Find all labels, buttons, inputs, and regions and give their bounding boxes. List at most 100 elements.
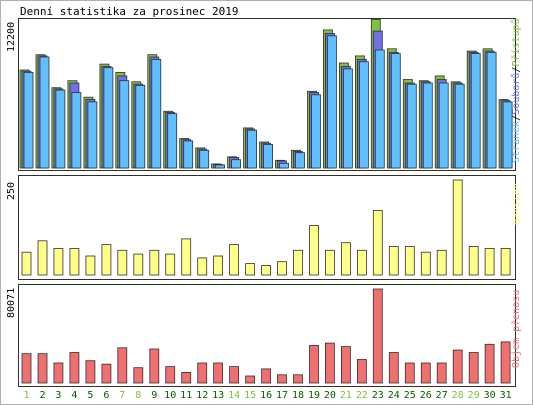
legend-hits: Přístupů [510,18,522,66]
bar-visits [484,247,495,276]
bar-kbytes [197,362,208,384]
bar-visits [21,251,32,276]
x-tick-label: 6 [103,390,109,401]
x-tick-label: 31 [500,390,512,401]
x-tick-label: 20 [324,390,336,401]
bar-visits [85,255,96,276]
bar-visits [165,253,176,276]
x-tick-label: 1 [23,390,29,401]
bar-kbytes [261,368,272,384]
bar-pages [135,85,146,169]
bar-pages [199,149,210,169]
bar-visits [436,249,447,276]
x-tick-label: 23 [372,390,384,401]
panel-frame-visits [18,175,516,280]
bar-kbytes [165,366,176,384]
bar-pages [23,72,34,169]
y-max-label-hits: 12200 [6,22,17,52]
chart-title: Denní statistika za prosinec 2019 [20,5,239,18]
bar-pages [151,59,162,169]
bar-pages [215,164,226,169]
x-tick-label: 13 [212,390,224,401]
bar-pages [55,89,66,169]
panel-frame-hits [18,18,516,171]
x-tick-label: 15 [244,390,256,401]
bar-pages [87,101,98,169]
bar-pages [247,129,258,169]
bar-kbytes [229,366,240,384]
x-tick-label: 2 [39,390,45,401]
bar-pages [390,53,401,169]
bar-pages [454,83,465,169]
bar-pages [231,159,242,169]
bar-pages [486,51,497,169]
bar-pages [438,82,449,169]
bar-visits [133,253,144,276]
bar-visits [229,244,240,276]
bar-kbytes [117,347,128,384]
bar-visits [213,255,224,276]
bar-kbytes [468,352,479,384]
bar-pages [422,82,433,169]
x-tick-label: 17 [276,390,288,401]
x-tick-label: 7 [119,390,125,401]
y-max-label-kbytes: 80071 [6,288,17,318]
bar-kbytes [69,352,80,384]
bar-visits [372,209,383,276]
bar-visits [101,244,112,276]
bar-visits [500,247,511,276]
bar-visits [324,249,335,276]
bar-visits [69,247,80,276]
panel-frame-kbytes [18,284,516,387]
x-tick-label: 5 [87,390,93,401]
bar-visits [117,249,128,276]
bar-pages [279,162,289,169]
x-tick-label: 27 [436,390,448,401]
bar-kbytes [133,367,144,384]
bar-visits [356,249,367,276]
x-tick-label: 16 [260,390,272,401]
bar-kbytes [436,362,447,384]
bar-visits [420,251,431,276]
x-tick-label: 9 [151,390,157,401]
x-tick-label: 25 [404,390,416,401]
x-tick-label: 4 [71,390,77,401]
x-axis-labels: 1 2 3 4 5 6 7 8 9 10 11 12 13 14 15 16 17 18 19 20 21 22 23 24 2… [23,390,511,401]
bar-visits [468,246,479,276]
x-tick-label: 12 [196,390,208,401]
y-max-label-visits: 250 [6,182,17,200]
x-tick-label: 18 [292,390,304,401]
bar-kbytes [388,352,399,384]
legend-separator: / [511,67,522,73]
bar-kbytes [245,375,256,384]
bar-kbytes [340,346,351,384]
legend-hits-panel: Stránek/Souborů/Přístupů [510,18,522,163]
legend-files: Souborů [510,73,522,115]
bar-visits [53,247,64,276]
x-tick-label: 21 [340,390,352,401]
bar-visits [149,249,160,276]
bar-pages [183,140,194,169]
bar-kbytes [149,348,160,384]
bar-pages [358,61,369,169]
bar-kbytes [356,359,367,384]
legend-visits: Návštěv [510,183,522,225]
bar-visits [309,225,319,276]
bar-kbytes [277,374,287,384]
bar-kbytes [213,362,224,384]
bar-pages [39,56,50,169]
bar-kbytes [420,362,431,384]
bar-kbytes [484,343,495,384]
bar-kbytes [309,344,319,384]
x-tick-label: 26 [420,390,432,401]
bar-visits [197,257,208,276]
x-tick-label: 10 [164,390,176,401]
bar-kbytes [293,374,303,384]
bar-kbytes [452,349,463,384]
bar-kbytes [53,362,64,384]
bar-pages [311,94,321,169]
bar-kbytes [181,371,192,384]
